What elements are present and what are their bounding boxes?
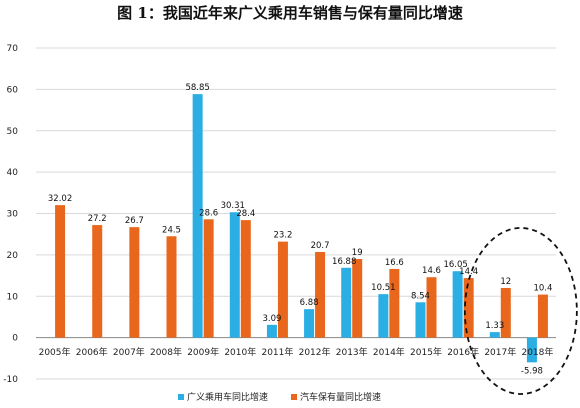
y-tick-label: 50: [7, 127, 19, 137]
data-label: 10.4: [533, 284, 552, 294]
x-tick-label: 2010年: [224, 346, 256, 358]
data-label: 23.2: [273, 231, 292, 241]
data-label: 27.2: [88, 214, 107, 224]
bar-vehicle-stock-growth: [352, 259, 363, 338]
data-label: 16.05: [443, 260, 467, 270]
x-tick-label: 2006年: [76, 346, 108, 358]
y-axis-ticks: -10 0 10 20 30 40 50 60 70: [3, 44, 18, 385]
bar-vehicle-stock-growth: [166, 236, 177, 338]
data-label: 6.88: [300, 298, 319, 308]
legend-swatch: [178, 394, 184, 400]
bar-vehicle-stock-growth: [55, 205, 66, 338]
bar-vehicle-stock-growth: [315, 251, 326, 338]
x-tick-label: 2005年: [39, 346, 71, 358]
bar-vehicle-stock-growth: [500, 287, 511, 338]
bar-vehicle-stock-growth: [129, 227, 140, 338]
bar-passenger-sales-growth: [304, 309, 315, 338]
data-label: 14.6: [422, 266, 441, 276]
y-tick-label: 40: [7, 168, 19, 178]
bar-passenger-sales-growth: [526, 337, 537, 363]
bar-passenger-sales-growth: [192, 94, 203, 338]
y-tick-label: 70: [7, 44, 19, 54]
highlight-ellipse: [463, 227, 578, 395]
legend-label: 汽车保有量同比增速: [300, 391, 381, 403]
bar-vehicle-stock-growth: [92, 225, 103, 338]
data-label: 14.4: [459, 267, 478, 277]
data-label: 26.7: [125, 216, 144, 226]
data-label: 8.54: [411, 291, 430, 301]
data-label: 10.51: [371, 283, 395, 293]
data-label: 28.6: [199, 208, 218, 218]
bar-vehicle-stock-growth: [463, 278, 474, 338]
bar-passenger-sales-growth: [489, 332, 500, 338]
bar-vehicle-stock-growth: [203, 219, 214, 338]
legend-label: 广义乘用车同比增速: [187, 391, 268, 403]
y-tick-label: 20: [7, 251, 19, 261]
data-label: 24.5: [162, 225, 181, 235]
data-label: 3.09: [262, 314, 281, 324]
y-tick-label: 30: [7, 210, 19, 220]
highlight-annotation: [463, 227, 578, 395]
bar-vehicle-stock-growth: [277, 241, 288, 338]
y-tick-label: 10: [7, 292, 19, 302]
x-tick-label: 2015年: [410, 346, 442, 358]
data-label: 20.7: [311, 241, 330, 251]
bar-passenger-sales-growth: [452, 271, 463, 338]
y-tick-label: 0: [12, 334, 18, 344]
data-label: 28.4: [236, 209, 255, 219]
x-tick-label: 2011年: [261, 346, 293, 358]
gridlines: [36, 47, 556, 380]
bar-vehicle-stock-growth: [240, 220, 251, 338]
legend-swatch: [291, 394, 297, 400]
x-axis-ticks: 2005年 2006年 2007年 2008年 2009年 2010年 2011年 2012年…: [39, 346, 554, 358]
y-tick-label: -10: [3, 375, 18, 385]
chart-title: 图 1：我国近年来广义乘用车销售与保有量同比增速: [117, 4, 463, 22]
bar-passenger-sales-growth: [415, 302, 426, 338]
x-tick-label: 2013年: [336, 346, 368, 358]
data-label: -5.98: [521, 366, 543, 376]
data-label: 1.33: [485, 321, 504, 331]
x-tick-label: 2009年: [187, 346, 219, 358]
data-label: 30.31: [221, 201, 245, 211]
bar-passenger-sales-growth: [229, 212, 240, 338]
bar-vehicle-stock-growth: [537, 294, 548, 338]
bar-passenger-sales-growth: [266, 324, 277, 338]
data-label: 16.6: [385, 258, 404, 268]
x-tick-label: 2017年: [484, 346, 516, 358]
bar-vehicle-stock-growth: [426, 277, 437, 338]
bar-passenger-sales-growth: [341, 267, 352, 338]
x-tick-label: 2014年: [373, 346, 405, 358]
legend: 广义乘用车同比增速 汽车保有量同比增速: [178, 391, 381, 403]
x-tick-label: 2018年: [521, 346, 553, 358]
x-tick-label: 2008年: [150, 346, 182, 358]
data-label: 12: [500, 277, 511, 287]
bar-vehicle-stock-growth: [389, 268, 400, 338]
bars: [55, 94, 548, 363]
x-tick-label: 2012年: [299, 346, 331, 358]
data-label: 16.88: [332, 257, 356, 267]
data-label: 32.02: [48, 194, 72, 204]
data-label: 19: [352, 248, 363, 258]
data-label: 58.85: [185, 83, 209, 93]
x-tick-label: 2007年: [113, 346, 145, 358]
y-tick-label: 60: [7, 85, 19, 95]
bar-passenger-sales-growth: [378, 294, 389, 338]
